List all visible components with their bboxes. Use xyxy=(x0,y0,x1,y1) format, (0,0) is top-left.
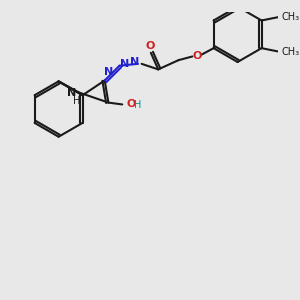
Text: O: O xyxy=(127,99,136,110)
Text: N: N xyxy=(67,88,76,98)
Text: H: H xyxy=(134,100,142,110)
Text: N: N xyxy=(104,67,113,77)
Text: H: H xyxy=(74,96,81,106)
Text: CH₃: CH₃ xyxy=(282,47,300,57)
Text: O: O xyxy=(145,41,154,51)
Text: CH₃: CH₃ xyxy=(282,12,300,22)
Text: N: N xyxy=(120,59,130,69)
Text: N: N xyxy=(130,57,139,67)
Text: O: O xyxy=(192,50,202,61)
